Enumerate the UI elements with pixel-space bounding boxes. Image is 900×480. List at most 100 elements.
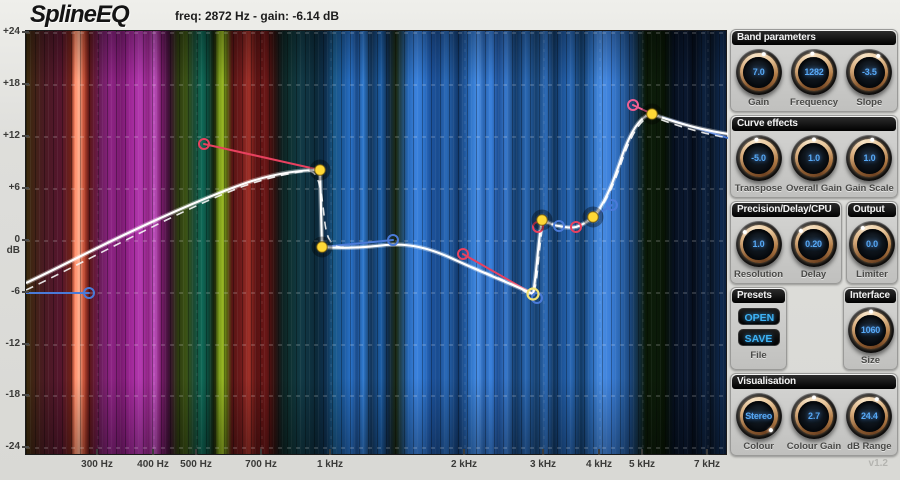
anchor-point[interactable] [313, 163, 327, 177]
eq-curve-solid [26, 112, 728, 296]
eq-curve-dashed [26, 115, 728, 296]
knob-body[interactable]: -3.5 [846, 49, 893, 95]
knob-label: Gain [748, 97, 770, 108]
freq-axis-tick [260, 449, 262, 455]
curve-handle-blue[interactable] [531, 292, 543, 304]
db-axis-tick [22, 187, 29, 189]
panel-curve-effects: Curve effects -5.0 Transpose 1.0 Overall Gai… [730, 115, 898, 198]
knob-value: 1.0 [863, 153, 876, 163]
anchor-point[interactable] [586, 210, 600, 224]
eq-spectrum-canvas[interactable] [25, 30, 728, 456]
knob-face: 0.20 [798, 228, 829, 260]
knob-db-range[interactable]: 24.4 dB Range [842, 393, 897, 452]
curve-handle-blue[interactable] [387, 234, 399, 246]
version-label: v1.2 [868, 458, 888, 469]
knob-label: Colour [743, 441, 774, 452]
knob-indicator-dot [753, 137, 759, 142]
tangent-handle-line-blue[interactable] [321, 239, 394, 248]
knob-body[interactable]: 1.0 [846, 135, 893, 181]
db-axis-tick [22, 394, 29, 396]
curve-handle-red[interactable] [457, 248, 469, 260]
selected-anchor-point[interactable] [526, 287, 540, 301]
tangent-handle-line-red[interactable] [203, 143, 321, 171]
panel-precision-delay-cpu: Precision/Delay/CPU 1.0 Resolution 0.20 Dela… [730, 201, 842, 284]
knob-body[interactable]: 24.4 [846, 393, 893, 439]
knob-face: 1282 [798, 56, 830, 88]
knob-indicator-dot [868, 309, 873, 314]
knob-transpose[interactable]: -5.0 Transpose [731, 135, 786, 194]
db-axis-label: +18 [3, 78, 20, 89]
knob-gain-scale[interactable]: 1.0 Gain Scale [842, 135, 897, 194]
knob-size[interactable]: 1060 Size [844, 307, 897, 366]
knob-colour[interactable]: Stereo Colour [731, 393, 786, 452]
curve-handle-red[interactable] [198, 138, 210, 150]
knob-body[interactable]: 0.0 [849, 221, 895, 267]
eq-curve-svg [26, 31, 728, 456]
anchor-point[interactable] [645, 107, 659, 121]
knob-value: 1.0 [752, 239, 765, 249]
tangent-handle-line-red[interactable] [462, 253, 534, 295]
knob-body[interactable]: 2.7 [790, 393, 837, 439]
anchor-point[interactable] [535, 213, 549, 227]
freq-axis-label: 500 Hz [180, 459, 212, 470]
curve-handle-blue[interactable] [553, 220, 565, 232]
knob-indicator-dot [811, 395, 816, 400]
curve-handle-red[interactable] [570, 221, 582, 233]
knob-body[interactable]: 1282 [790, 49, 837, 95]
eq-curve-glow [26, 111, 728, 297]
freq-axis-label: 3 kHz [529, 459, 557, 470]
knob-face: -5.0 [743, 142, 774, 174]
knob-colour-gain[interactable]: 2.7 Colour Gain [786, 393, 841, 452]
anchor-halo [582, 206, 604, 228]
knob-body[interactable]: 1060 [847, 307, 894, 353]
knob-body[interactable]: 0.20 [790, 221, 837, 267]
panel-visualisation: Visualisation Stereo Colour 2.7 Colour Gain 2… [730, 373, 898, 456]
freq-axis-tick [463, 449, 465, 455]
knob-label: Size [860, 355, 880, 366]
knob-limiter[interactable]: 0.0 Limiter [847, 221, 897, 280]
freq-axis-label: 5 kHz [628, 459, 656, 470]
knob-value: 7.0 [752, 67, 765, 77]
knob-label: Delay [800, 269, 827, 280]
knob-slope[interactable]: -3.5 Slope [842, 49, 897, 108]
db-axis-label: +24 [3, 26, 20, 37]
knob-body[interactable]: 1.0 [790, 135, 837, 181]
knob-label: Slope [856, 97, 883, 108]
knob-value: 2.7 [808, 411, 820, 421]
knob-face: 1060 [855, 314, 886, 346]
knob-body[interactable]: Stereo [735, 393, 782, 439]
anchor-halo [311, 236, 333, 258]
knob-gain[interactable]: 7.0 Gain [731, 49, 786, 108]
knob-frequency[interactable]: 1282 Frequency [786, 49, 841, 108]
knob-body[interactable]: 1.0 [735, 221, 782, 267]
freq-axis-tick [152, 449, 154, 455]
knob-label: Limiter [856, 269, 888, 280]
knob-face: 1.0 [853, 142, 885, 174]
anchor-point[interactable] [315, 240, 329, 254]
knob-face: 1.0 [798, 142, 830, 174]
knob-overall-gain[interactable]: 1.0 Overall Gain [786, 135, 842, 194]
knob-label: Frequency [789, 97, 839, 108]
knob-resolution[interactable]: 1.0 Resolution [731, 221, 786, 280]
panel-body: 1.0 Resolution 0.20 Delay [731, 218, 841, 280]
preset-footer-label: File [750, 350, 767, 361]
save-button[interactable]: SAVE [737, 329, 780, 346]
panel-body: 0.0 Limiter [847, 218, 897, 280]
knob-body[interactable]: 7.0 [735, 49, 782, 95]
panel-interface: Interface 1060 Size [843, 287, 898, 370]
db-axis-tick [22, 446, 29, 448]
freq-axis-label: 300 Hz [81, 459, 113, 470]
open-button[interactable]: OPEN [737, 308, 780, 325]
freq-axis-tick [598, 449, 600, 455]
db-axis-tick [22, 31, 29, 33]
freq-axis-label: 1 kHz [316, 459, 344, 470]
preset-buttons: OPEN SAVE File [731, 304, 786, 361]
curve-handle-blue[interactable] [606, 199, 618, 211]
panel-title-visualisation: Visualisation [732, 375, 896, 389]
panel-title-precision-delay-cpu: Precision/Delay/CPU [732, 203, 840, 217]
anchor-halo [309, 159, 331, 181]
knob-body[interactable]: -5.0 [735, 135, 782, 181]
curve-handle-pink[interactable] [627, 99, 639, 111]
curve-handle-blue[interactable] [83, 287, 95, 299]
knob-delay[interactable]: 0.20 Delay [786, 221, 841, 280]
